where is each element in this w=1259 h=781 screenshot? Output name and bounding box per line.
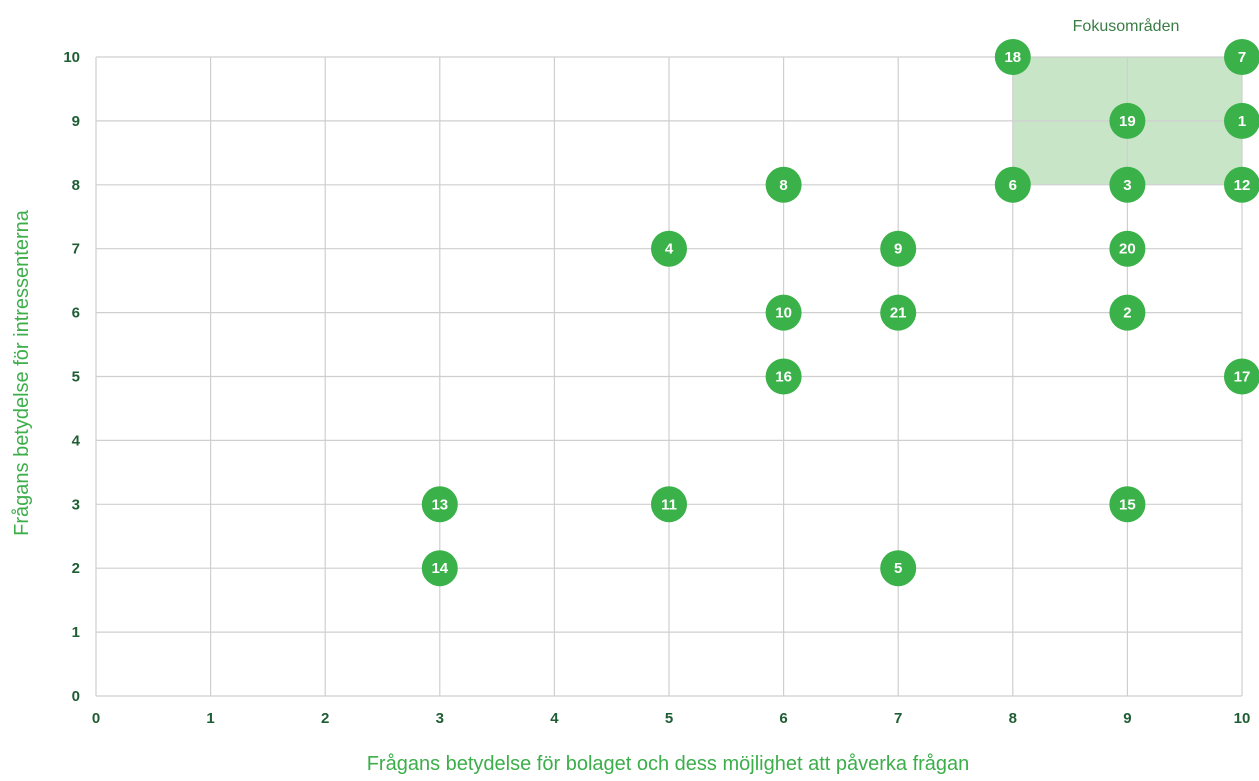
data-point-marker bbox=[1224, 39, 1259, 75]
x-axis-ticks: 0 1 2 3 4 5 6 7 8 9 10 bbox=[92, 710, 1251, 727]
data-point-label: 2 bbox=[1123, 305, 1131, 322]
data-point-label: 19 bbox=[1119, 113, 1136, 130]
y-tick-label: 3 bbox=[72, 496, 80, 513]
x-tick-label: 9 bbox=[1123, 710, 1131, 727]
data-point: 18 bbox=[994, 39, 1031, 75]
y-tick-label: 2 bbox=[72, 560, 80, 577]
data-point-label: 14 bbox=[431, 560, 448, 577]
data-point: 17 bbox=[1224, 358, 1259, 395]
y-tick-label: 5 bbox=[72, 369, 80, 386]
data-point: 14 bbox=[421, 550, 458, 587]
data-point-label: 7 bbox=[1238, 49, 1246, 66]
data-point-marker bbox=[421, 550, 458, 587]
data-point-marker bbox=[765, 358, 802, 395]
data-point: 10 bbox=[765, 294, 802, 331]
data-point-label: 10 bbox=[775, 305, 792, 322]
x-axis-title: Frågans betydelse för bolaget och dess m… bbox=[367, 753, 970, 775]
data-point-label: 11 bbox=[661, 496, 677, 513]
data-point-marker bbox=[994, 39, 1031, 75]
data-point: 15 bbox=[1109, 486, 1146, 523]
y-tick-label: 7 bbox=[72, 241, 80, 258]
y-tick-label: 4 bbox=[72, 432, 81, 449]
data-point-marker bbox=[1109, 486, 1146, 523]
data-point: 8 bbox=[765, 166, 802, 203]
data-point-label: 13 bbox=[431, 496, 448, 513]
y-axis-title: Frågans betydelse för intressenterna bbox=[11, 209, 33, 536]
data-point: 21 bbox=[880, 294, 917, 331]
data-point: 20 bbox=[1109, 230, 1146, 267]
y-tick-label: 9 bbox=[72, 113, 80, 130]
x-tick-label: 7 bbox=[894, 710, 902, 727]
data-point-label: 3 bbox=[1123, 177, 1131, 194]
x-tick-label: 6 bbox=[779, 710, 787, 727]
data-point-label: 16 bbox=[775, 369, 792, 386]
data-point-label: 5 bbox=[894, 560, 902, 577]
data-point-label: 12 bbox=[1234, 177, 1251, 194]
y-tick-label: 10 bbox=[63, 49, 80, 66]
focus-area-label: Fokusområden bbox=[1073, 17, 1180, 35]
y-axis-ticks: 0 1 2 3 4 5 6 7 8 9 10 bbox=[63, 49, 80, 705]
data-point-marker bbox=[765, 166, 802, 203]
data-point-label: 6 bbox=[1009, 177, 1017, 194]
data-point-label: 20 bbox=[1119, 241, 1136, 258]
data-point-marker bbox=[1109, 294, 1146, 331]
data-point: 9 bbox=[880, 230, 917, 267]
data-point-label: 18 bbox=[1004, 49, 1021, 66]
data-point-label: 8 bbox=[779, 177, 787, 194]
y-tick-label: 0 bbox=[72, 688, 80, 705]
data-point-label: 15 bbox=[1119, 496, 1136, 513]
data-point-marker bbox=[1224, 102, 1259, 139]
data-point-marker bbox=[880, 230, 917, 267]
data-point-marker bbox=[1224, 358, 1259, 395]
data-point-label: 4 bbox=[665, 241, 674, 258]
y-tick-label: 8 bbox=[72, 177, 80, 194]
data-point: 1 bbox=[1224, 102, 1259, 139]
data-point: 6 bbox=[994, 166, 1031, 203]
data-point-marker bbox=[994, 166, 1031, 203]
data-point: 3 bbox=[1109, 166, 1146, 203]
data-point-marker bbox=[1109, 102, 1146, 139]
data-point: 11 bbox=[651, 486, 687, 523]
data-point: 13 bbox=[421, 486, 458, 523]
data-point-marker bbox=[651, 230, 687, 267]
data-point-label: 9 bbox=[894, 241, 902, 258]
data-point: 7 bbox=[1224, 39, 1259, 75]
data-point: 12 bbox=[1224, 166, 1259, 203]
data-point-label: 1 bbox=[1238, 113, 1246, 130]
data-point: 16 bbox=[765, 358, 802, 395]
x-tick-label: 2 bbox=[321, 710, 329, 727]
data-point-marker bbox=[1109, 230, 1146, 267]
x-tick-label: 4 bbox=[550, 710, 559, 727]
data-point: 2 bbox=[1109, 294, 1146, 331]
data-point: 4 bbox=[651, 230, 687, 267]
data-point: 19 bbox=[1109, 102, 1146, 139]
data-point-marker bbox=[765, 294, 802, 331]
data-point-label: 17 bbox=[1234, 369, 1251, 386]
data-point-marker bbox=[880, 294, 917, 331]
y-tick-label: 6 bbox=[72, 305, 80, 322]
data-point-marker bbox=[1109, 166, 1146, 203]
x-tick-label: 3 bbox=[436, 710, 444, 727]
data-point: 5 bbox=[880, 550, 917, 587]
x-tick-label: 8 bbox=[1009, 710, 1017, 727]
data-point-label: 21 bbox=[890, 305, 907, 322]
data-point-marker bbox=[880, 550, 917, 587]
x-tick-label: 0 bbox=[92, 710, 100, 727]
x-tick-label: 10 bbox=[1234, 710, 1251, 727]
y-tick-label: 1 bbox=[72, 624, 80, 641]
x-tick-label: 5 bbox=[665, 710, 673, 727]
data-point-marker bbox=[651, 486, 687, 523]
x-tick-label: 1 bbox=[206, 710, 214, 727]
data-point-marker bbox=[1224, 166, 1259, 203]
data-point-marker bbox=[421, 486, 458, 523]
